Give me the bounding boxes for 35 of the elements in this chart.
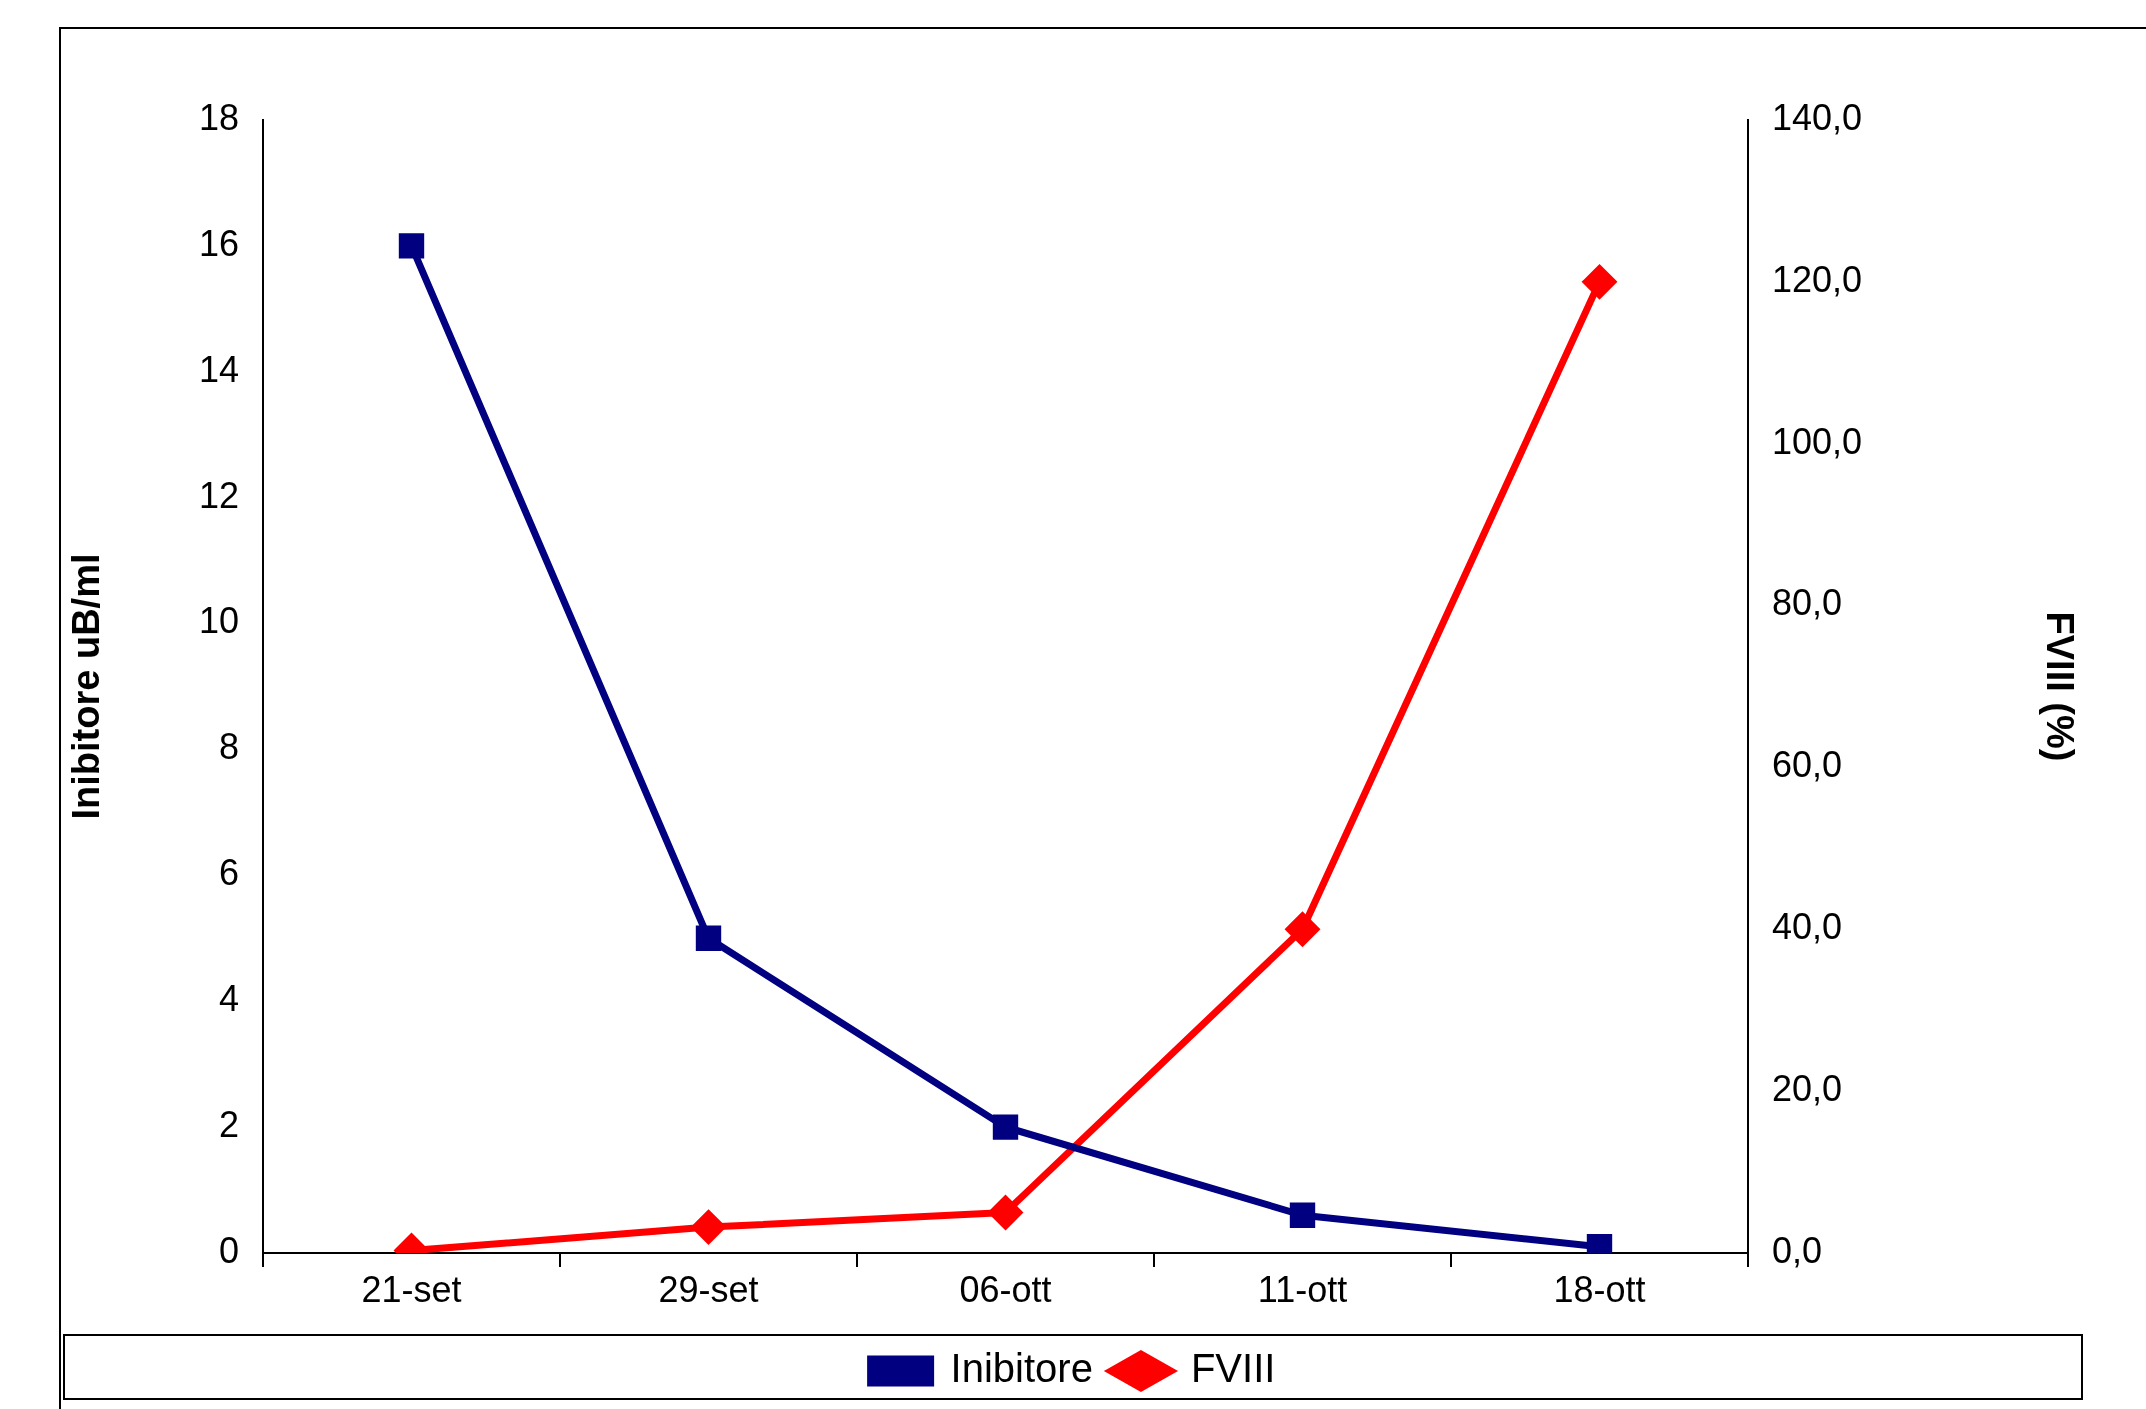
y2-tick-label: 20,0 <box>1772 1068 1843 1110</box>
y2-tick-label: 60,0 <box>1772 744 1843 786</box>
point <box>692 1210 725 1244</box>
x-tick-label: 29-set <box>658 1268 759 1310</box>
point <box>992 1114 1019 1140</box>
point <box>398 233 425 259</box>
point <box>1583 265 1616 299</box>
y-tick-label: 10 <box>198 600 239 642</box>
y2-tick-label: 100,0 <box>1772 420 1863 462</box>
y-tick-label: 4 <box>218 978 239 1020</box>
legend-label: Inibitore <box>950 1346 1093 1391</box>
y-tick-label: 18 <box>198 96 239 138</box>
legend-label: FVIII <box>1190 1346 1276 1391</box>
point <box>989 1196 1022 1230</box>
y-axis-title: Inibitore uB/ml <box>65 553 108 820</box>
y-tick-label: 8 <box>218 726 239 768</box>
y2-tick-label: 140,0 <box>1772 96 1863 138</box>
y2-tick-label: 80,0 <box>1772 582 1843 624</box>
y-tick-label: 2 <box>218 1104 239 1146</box>
point <box>1289 1202 1316 1228</box>
x-tick-label: 21-set <box>361 1268 462 1310</box>
y-tick-label: 0 <box>218 1229 239 1271</box>
y-tick-label: 12 <box>198 474 239 516</box>
y-tick-label: 14 <box>198 348 239 390</box>
point <box>1286 912 1319 946</box>
y-tick-label: 6 <box>218 852 239 894</box>
y2-axis-title: FVIII (%) <box>2038 611 2081 762</box>
y-tick-label: 16 <box>198 222 239 264</box>
y2-tick-label: 0,0 <box>1772 1229 1823 1271</box>
x-tick-label: 18-ott <box>1553 1268 1646 1310</box>
y2-tick-label: 40,0 <box>1772 906 1843 948</box>
point <box>695 925 722 951</box>
x-tick-label: 06-ott <box>959 1268 1052 1310</box>
x-tick-label: 11-ott <box>1257 1268 1348 1310</box>
y2-tick-label: 120,0 <box>1772 258 1863 300</box>
